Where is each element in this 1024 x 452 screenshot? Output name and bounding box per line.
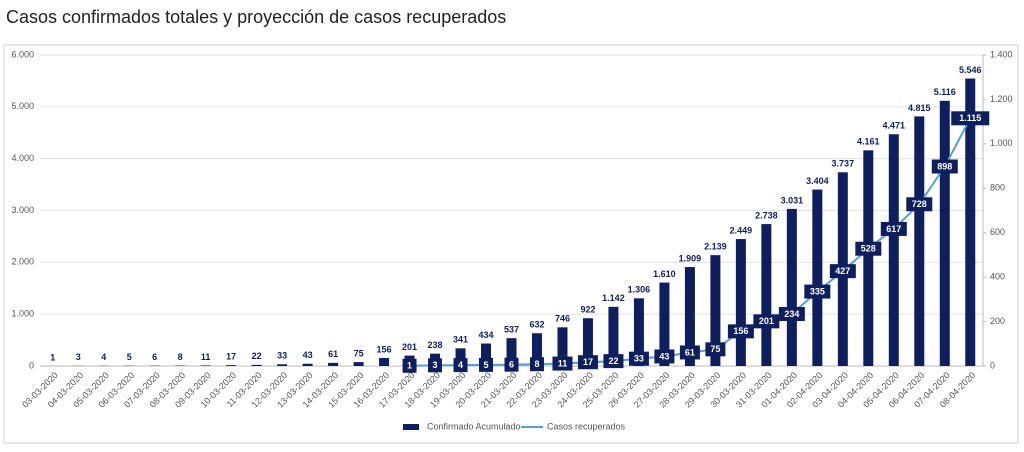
bar-label: 632 [529, 320, 544, 330]
bar-label: 75 [354, 348, 364, 358]
y2-tick-label: 1.000 [990, 138, 1013, 148]
bar-label: 1.306 [628, 285, 651, 295]
y2-tick-label: 600 [990, 227, 1005, 237]
bar-label: 537 [504, 325, 519, 335]
line-label: 22 [608, 356, 618, 366]
line-label: 3 [433, 360, 438, 370]
bar-label: 61 [328, 349, 338, 359]
line-label: 4 [458, 360, 463, 370]
y-tick-label: 6.000 [11, 49, 34, 59]
bar-label: 43 [303, 350, 313, 360]
y2-tick-label: 1.200 [990, 94, 1013, 104]
bar [889, 134, 899, 366]
line-label: 617 [886, 224, 901, 234]
bar-label: 4 [101, 352, 106, 362]
bar-label: 2.449 [730, 225, 753, 235]
bar-label: 1.909 [679, 253, 702, 263]
line-label: 528 [861, 244, 876, 254]
y2-tick-label: 1.400 [990, 49, 1013, 59]
line-label: 201 [759, 316, 774, 326]
bar-label: 6 [152, 352, 157, 362]
bar [277, 364, 287, 366]
legend-label: Confirmado Acumulado [427, 421, 521, 431]
bar-label: 3.404 [806, 176, 829, 186]
bar-label: 5.116 [934, 87, 956, 97]
bar-label: 201 [402, 342, 417, 352]
bar [914, 116, 924, 366]
line-label: 898 [937, 161, 952, 171]
bar [379, 358, 389, 366]
y-tick-label: 5.000 [11, 101, 34, 111]
line-label: 427 [835, 266, 850, 276]
bar [761, 224, 771, 366]
bar-label: 341 [453, 335, 468, 345]
bar [252, 365, 262, 366]
y2-tick-label: 400 [990, 272, 1005, 282]
bar-label: 5.546 [959, 65, 982, 75]
bar [863, 150, 873, 366]
line-label: 11 [558, 358, 568, 368]
line-label: 17 [583, 357, 593, 367]
line-label: 33 [634, 354, 644, 364]
bar [812, 190, 822, 366]
bar [303, 364, 313, 366]
bar-label: 1.610 [653, 269, 676, 279]
chart-title: Casos confirmados totales y proyección d… [6, 7, 506, 27]
bar-label: 4.161 [857, 137, 880, 147]
bar [736, 239, 746, 366]
line-label: 61 [685, 347, 695, 357]
y2-tick-label: 0 [990, 360, 995, 370]
bar-label: 3.031 [781, 195, 804, 205]
bar-label: 1 [50, 352, 55, 362]
bar-label: 11 [201, 352, 211, 362]
line-label: 6 [509, 360, 514, 370]
bar-label: 434 [478, 330, 493, 340]
bar-label: 2.738 [755, 210, 778, 220]
bar-label: 746 [555, 314, 570, 324]
bar [354, 362, 364, 366]
y-tick-label: 1.000 [11, 309, 34, 319]
legend-label: Casos recuperados [547, 421, 626, 431]
bar-label: 4.815 [908, 103, 931, 113]
y2-tick-label: 200 [990, 316, 1005, 326]
bar-label: 33 [277, 351, 287, 361]
line-label: 234 [784, 309, 799, 319]
y-tick-label: 4.000 [11, 153, 34, 163]
bar-label: 3.737 [832, 159, 855, 169]
bar-label: 17 [226, 351, 236, 361]
bar-label: 156 [377, 344, 392, 354]
y-tick-label: 2.000 [11, 257, 34, 267]
bar-label: 4.471 [883, 121, 906, 131]
line-label: 728 [912, 199, 927, 209]
bar-label: 22 [252, 351, 262, 361]
line-label: 335 [810, 286, 825, 296]
line-label: 8 [534, 359, 539, 369]
bar [328, 363, 338, 366]
bar-label: 3 [76, 352, 81, 362]
bar [201, 365, 211, 366]
bar [787, 209, 797, 366]
bar-label: 922 [580, 305, 595, 315]
bar [226, 365, 236, 366]
line-label: 43 [659, 351, 669, 361]
line-label: 1 [407, 361, 412, 371]
line-label: 75 [710, 344, 720, 354]
line-label: 5 [484, 360, 489, 370]
bar-label: 5 [127, 352, 132, 362]
bar-label: 1.142 [602, 293, 625, 303]
bar-label: 8 [178, 352, 183, 362]
line-label: 1.115 [959, 113, 981, 123]
y2-tick-label: 800 [990, 183, 1005, 193]
legend-swatch [403, 424, 419, 430]
line-label: 156 [733, 326, 748, 336]
bar [940, 101, 950, 366]
bar-label: 2.139 [704, 242, 727, 252]
y-tick-label: 0 [29, 360, 34, 370]
y-tick-label: 3.000 [11, 205, 34, 215]
bar-label: 238 [428, 340, 443, 350]
